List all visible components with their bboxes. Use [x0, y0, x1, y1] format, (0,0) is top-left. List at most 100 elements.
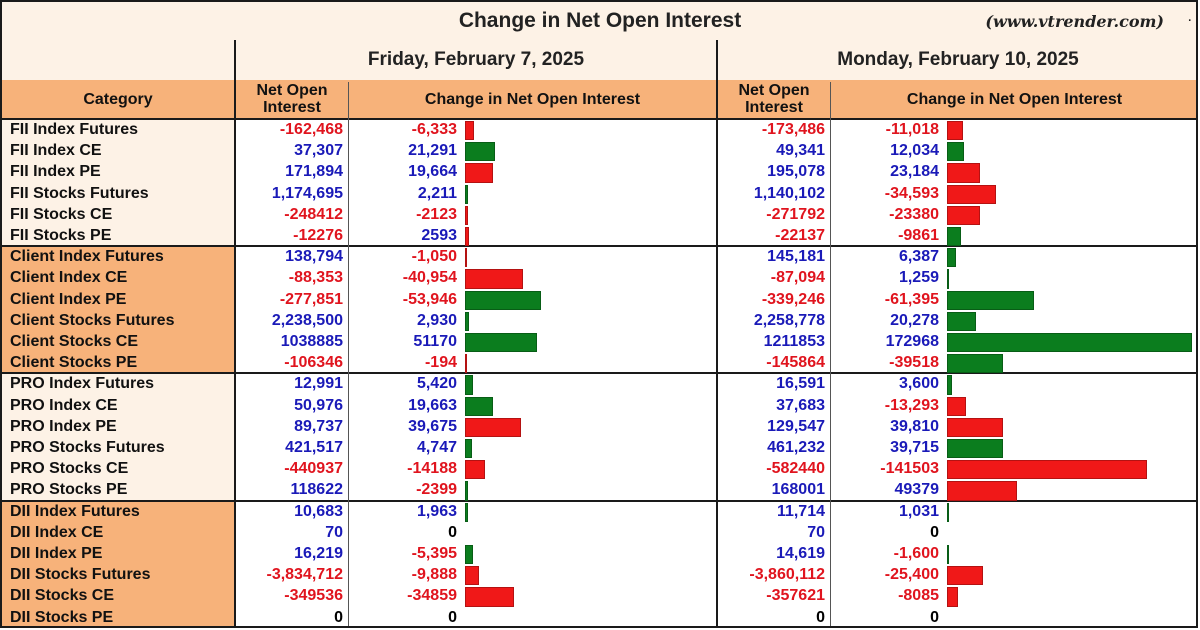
change-bar	[947, 460, 1147, 480]
group-client-shade	[2, 247, 234, 375]
noi-value: 50,976	[294, 396, 343, 414]
change-value: 4,747	[416, 439, 457, 456]
change-bar	[947, 121, 963, 141]
change-value: -40,954	[402, 269, 457, 287]
noi-value: -277,851	[279, 290, 343, 308]
noi-value: 14,619	[776, 545, 825, 562]
change-value: 19,664	[408, 163, 457, 181]
noi-value: -349536	[284, 587, 343, 605]
change-bar	[947, 545, 949, 565]
noi-value: 16,591	[776, 375, 825, 393]
noi-value: 0	[816, 608, 825, 626]
date-friday: Friday, February 7, 2025	[236, 40, 716, 80]
change-value: -23380	[889, 205, 939, 223]
change-value: 1,963	[416, 502, 457, 520]
change-value: 2,930	[416, 311, 457, 329]
noi-value: 37,683	[776, 396, 825, 414]
category-label: FII Stocks Futures	[10, 184, 149, 202]
change-bar	[465, 439, 472, 459]
category-label: FII Index PE	[10, 163, 101, 181]
change-bar	[465, 417, 521, 437]
noi-value: 461,232	[767, 439, 825, 456]
change-bar	[465, 587, 514, 607]
divider-days	[716, 40, 718, 626]
change-bar	[947, 417, 1003, 437]
change-value: 172968	[885, 333, 939, 350]
change-bar	[465, 269, 523, 289]
change-value: -25,400	[884, 566, 939, 584]
category-label: DII Index CE	[10, 523, 104, 541]
noi-value: 89,737	[294, 417, 343, 435]
change-bar	[947, 375, 952, 395]
change-value: 21,291	[408, 142, 457, 160]
change-value: 0	[930, 523, 939, 541]
change-bar	[947, 184, 996, 204]
change-value: 0	[448, 523, 457, 541]
category-label: DII Stocks CE	[10, 587, 115, 605]
change-bar	[465, 121, 474, 141]
noi-value: 129,547	[767, 417, 825, 435]
divider-noi-monday	[830, 82, 831, 626]
noi-value: -357621	[766, 587, 825, 605]
noi-value: 1211853	[763, 333, 825, 350]
change-bar	[947, 481, 1017, 501]
header-noi-friday: Net Open Interest	[256, 82, 328, 116]
change-value: -6,333	[411, 121, 457, 138]
site-watermark: (www.vtrender.com)	[985, 12, 1164, 31]
noi-value: -339,246	[761, 290, 825, 308]
change-bar	[947, 205, 980, 225]
change-bar	[465, 354, 467, 374]
change-bar	[465, 184, 468, 204]
group-dii-shade	[2, 501, 234, 626]
change-bar	[947, 502, 949, 522]
noi-value: -3,860,112	[749, 566, 825, 584]
category-label: FII Stocks PE	[10, 227, 112, 244]
noi-value: -162,468	[279, 121, 343, 138]
change-value: 19,663	[408, 396, 457, 414]
change-value: -8085	[898, 587, 939, 605]
change-bar	[947, 396, 966, 416]
change-bar	[465, 566, 479, 586]
header-noi-monday: Net Open Interest	[738, 82, 810, 116]
category-label: DII Index Futures	[10, 502, 140, 520]
change-bar	[465, 502, 468, 522]
noi-value: -106346	[284, 354, 343, 372]
category-label: FII Index CE	[10, 142, 102, 160]
change-value: 23,184	[890, 163, 939, 181]
noi-value: 11,714	[776, 502, 825, 520]
change-bar	[465, 545, 473, 565]
change-bar	[947, 142, 964, 162]
change-value: 12,034	[890, 142, 939, 160]
noi-value: -145864	[766, 354, 825, 372]
category-label: Client Stocks CE	[10, 333, 139, 350]
category-label: DII Stocks Futures	[10, 566, 151, 584]
change-bar	[465, 163, 493, 183]
noi-value: 37,307	[294, 142, 343, 160]
change-bar	[947, 248, 956, 268]
change-value: -61,395	[884, 290, 939, 308]
change-value: -11,018	[885, 121, 939, 138]
change-value: -5,395	[411, 545, 457, 562]
noi-value: 1,174,695	[271, 184, 343, 202]
category-label: PRO Stocks PE	[10, 481, 128, 499]
change-value: -141503	[880, 460, 939, 478]
change-bar	[947, 354, 1003, 374]
category-label: PRO Stocks CE	[10, 460, 129, 478]
change-value: 39,675	[408, 417, 457, 435]
category-label: DII Stocks PE	[10, 608, 114, 626]
divider-category	[234, 40, 236, 626]
page-title: Change in Net Open Interest	[458, 9, 742, 32]
change-value: 39,810	[890, 417, 939, 435]
date-row: Friday, February 7, 2025 Monday, Februar…	[2, 40, 1196, 82]
change-bar	[465, 142, 495, 162]
change-value: 0	[930, 608, 939, 626]
change-bar	[947, 227, 961, 247]
date-blank-cell	[2, 40, 234, 80]
noi-value: -440937	[284, 460, 343, 478]
group-fii-shade	[2, 120, 234, 248]
change-value: 1,031	[898, 502, 939, 520]
category-label: Client Stocks Futures	[10, 311, 175, 329]
change-value: 3,600	[898, 375, 939, 393]
change-value: -34,593	[884, 184, 939, 202]
